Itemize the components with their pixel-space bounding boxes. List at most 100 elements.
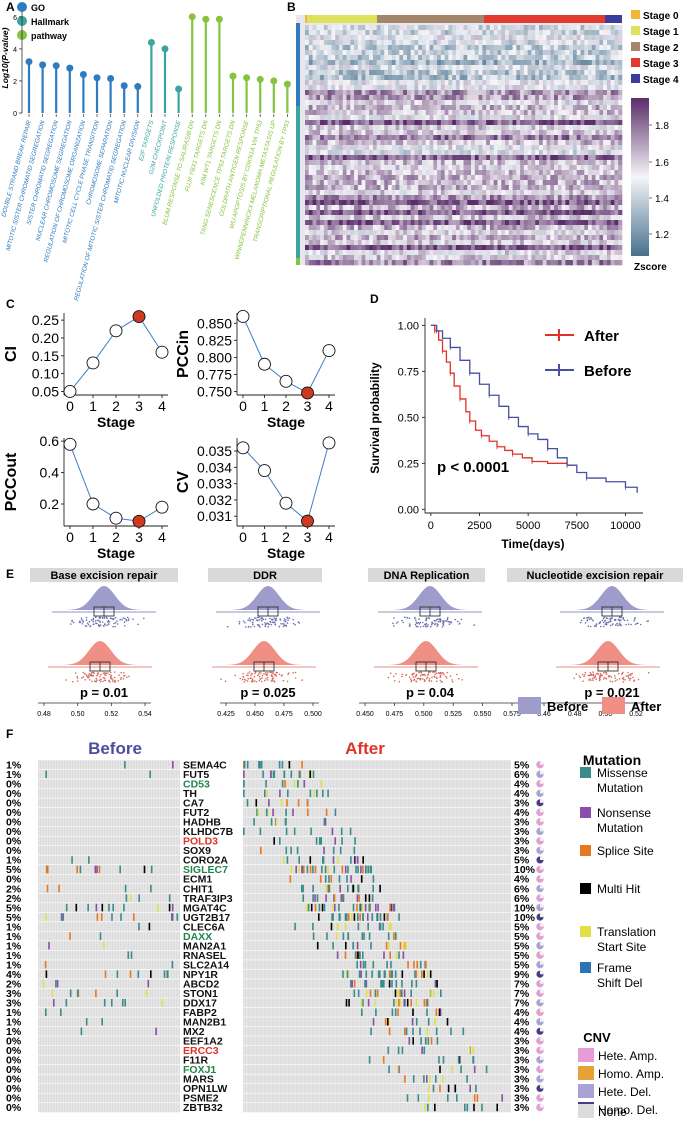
heatmap-cell xyxy=(376,80,381,86)
heatmap-cell xyxy=(523,150,528,156)
heatmap-cell xyxy=(357,260,362,266)
heatmap-cell xyxy=(554,215,559,221)
heatmap-cell xyxy=(448,250,453,256)
heatmap-cell xyxy=(618,215,623,221)
heatmap-cell xyxy=(561,40,566,46)
heatmap-cell xyxy=(546,235,551,241)
raincloud-point xyxy=(395,622,398,624)
heatmap-cell xyxy=(312,155,317,161)
heatmap-cell xyxy=(603,80,608,86)
heatmap-cell xyxy=(403,195,408,201)
heatmap-cell xyxy=(327,180,332,186)
heatmap-cell xyxy=(320,55,325,61)
heatmap-cell xyxy=(425,180,430,186)
heatmap-cell xyxy=(459,100,464,106)
group-bar-go xyxy=(296,23,300,106)
heatmap-cell xyxy=(546,175,551,181)
heatmap-cell xyxy=(603,240,608,246)
heatmap-cell xyxy=(346,245,351,251)
heatmap-cell xyxy=(376,70,381,76)
heatmap-cell xyxy=(542,185,547,191)
heatmap-cell xyxy=(316,135,321,141)
heatmap-cell xyxy=(542,240,547,246)
heatmap-cell xyxy=(331,40,336,46)
heatmap-cell xyxy=(388,180,393,186)
heatmap-cell xyxy=(591,215,596,221)
heatmap-cell xyxy=(501,45,506,51)
raincloud-point xyxy=(405,674,408,676)
heatmap-cell xyxy=(448,200,453,206)
heatmap-cell xyxy=(493,210,498,216)
heatmap-cell xyxy=(403,25,408,31)
heatmap-cell xyxy=(471,205,476,211)
heatmap-cell xyxy=(618,180,623,186)
heatmap-cell xyxy=(403,165,408,171)
heatmap-cell xyxy=(557,85,562,91)
heatmap-cell xyxy=(418,195,423,201)
heatmap-cell xyxy=(403,250,408,256)
raincloud-point xyxy=(620,616,623,618)
heatmap-cell xyxy=(365,30,370,36)
heatmap-cell xyxy=(505,65,510,71)
heatmap-cell xyxy=(614,70,619,76)
heatmap-cell xyxy=(372,240,377,246)
heatmap-cell xyxy=(414,255,419,261)
heatmap-cell xyxy=(512,205,517,211)
heatmap-cell xyxy=(512,255,517,261)
heatmap-cell xyxy=(433,95,438,101)
heatmap-cell xyxy=(354,250,359,256)
heatmap-cell xyxy=(606,35,611,41)
heatmap-cell xyxy=(557,135,562,141)
heatmap-cell xyxy=(403,30,408,36)
raincloud-point xyxy=(87,674,90,676)
heatmap-cell xyxy=(369,160,374,166)
heatmap-cell xyxy=(384,50,389,56)
lollipop-dot xyxy=(52,62,60,70)
chart-c-line xyxy=(69,444,163,522)
heatmap-cell xyxy=(482,50,487,56)
raincloud-point xyxy=(248,671,251,673)
heatmap-cell xyxy=(388,195,393,201)
heatmap-cell xyxy=(561,200,566,206)
raincloud-point xyxy=(429,625,432,628)
heatmap-cell xyxy=(527,195,532,201)
raincloud-point xyxy=(113,622,115,625)
raincloud-point xyxy=(267,672,269,674)
heatmap-cell xyxy=(414,180,419,186)
heatmap-cell xyxy=(331,150,336,156)
heatmap-cell xyxy=(361,75,366,81)
heatmap-cell xyxy=(576,135,581,141)
heatmap-cell xyxy=(482,195,487,201)
heatmap-cell xyxy=(554,85,559,91)
heatmap-cell xyxy=(538,110,544,116)
heatmap-cell xyxy=(444,115,449,121)
heatmap-cell xyxy=(433,55,438,61)
heatmap-cell xyxy=(538,215,544,221)
heatmap-cell xyxy=(376,115,381,121)
heatmap-cell xyxy=(342,185,347,191)
heatmap-cell xyxy=(572,215,578,221)
heatmap-cell xyxy=(565,95,570,101)
heatmap-cell xyxy=(493,35,498,41)
raincloud-point xyxy=(451,679,453,681)
raincloud-point xyxy=(124,625,126,627)
heatmap-cell xyxy=(403,115,408,121)
heatmap-cell xyxy=(395,30,400,36)
chart-c-x-tick-label: 2 xyxy=(282,529,290,545)
heatmap-cell xyxy=(614,185,619,191)
raincloud-point xyxy=(258,676,261,678)
heatmap-cell xyxy=(440,120,445,126)
heatmap-cell xyxy=(327,75,332,81)
raincloud-point xyxy=(414,675,417,678)
heatmap-cell xyxy=(486,85,491,91)
heatmap-cell xyxy=(569,120,574,126)
heatmap-cell xyxy=(410,85,415,91)
heatmap-cell xyxy=(418,235,423,241)
heatmap-cell xyxy=(576,145,581,151)
heatmap-cell xyxy=(584,205,589,211)
heatmap-cell xyxy=(376,245,381,251)
heatmap-cell xyxy=(399,220,404,226)
heatmap-cell xyxy=(505,130,510,136)
heatmap-cell xyxy=(546,120,551,126)
heatmap-cell xyxy=(595,180,600,186)
